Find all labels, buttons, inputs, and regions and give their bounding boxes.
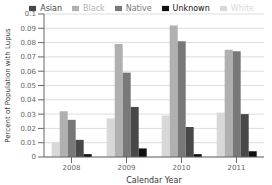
svg-text:2009: 2009 (118, 164, 136, 172)
html-text:Black: Black (83, 4, 105, 13)
svg-text:0.1: 0.1 (25, 10, 36, 18)
svg-text:Percent of Population with Lup: Percent of Population with Lupus (8, 28, 12, 143)
svg-text:0.07: 0.07 (20, 53, 36, 61)
svg-text:0.08: 0.08 (20, 39, 36, 47)
svg-text:0.04: 0.04 (20, 96, 36, 104)
svg-text:2008: 2008 (63, 164, 81, 172)
html-text:Unknown: Unknown (172, 4, 210, 13)
svg-text:0.02: 0.02 (20, 125, 36, 133)
svg-text:0: 0 (32, 153, 36, 161)
svg-text:0.05: 0.05 (20, 82, 36, 90)
svg-text:0.09: 0.09 (20, 25, 36, 33)
svg-text:0.01: 0.01 (20, 139, 36, 147)
svg-text:2010: 2010 (173, 164, 191, 172)
svg-text:2011: 2011 (228, 164, 246, 172)
html-text:Native: Native (125, 4, 152, 13)
svg-text:0.06: 0.06 (20, 68, 36, 76)
html-text:Asian: Asian (40, 4, 62, 13)
svg-text:Calendar Year: Calendar Year (126, 176, 182, 185)
html-text:White: White (230, 4, 254, 13)
svg-text:0.03: 0.03 (20, 111, 36, 119)
